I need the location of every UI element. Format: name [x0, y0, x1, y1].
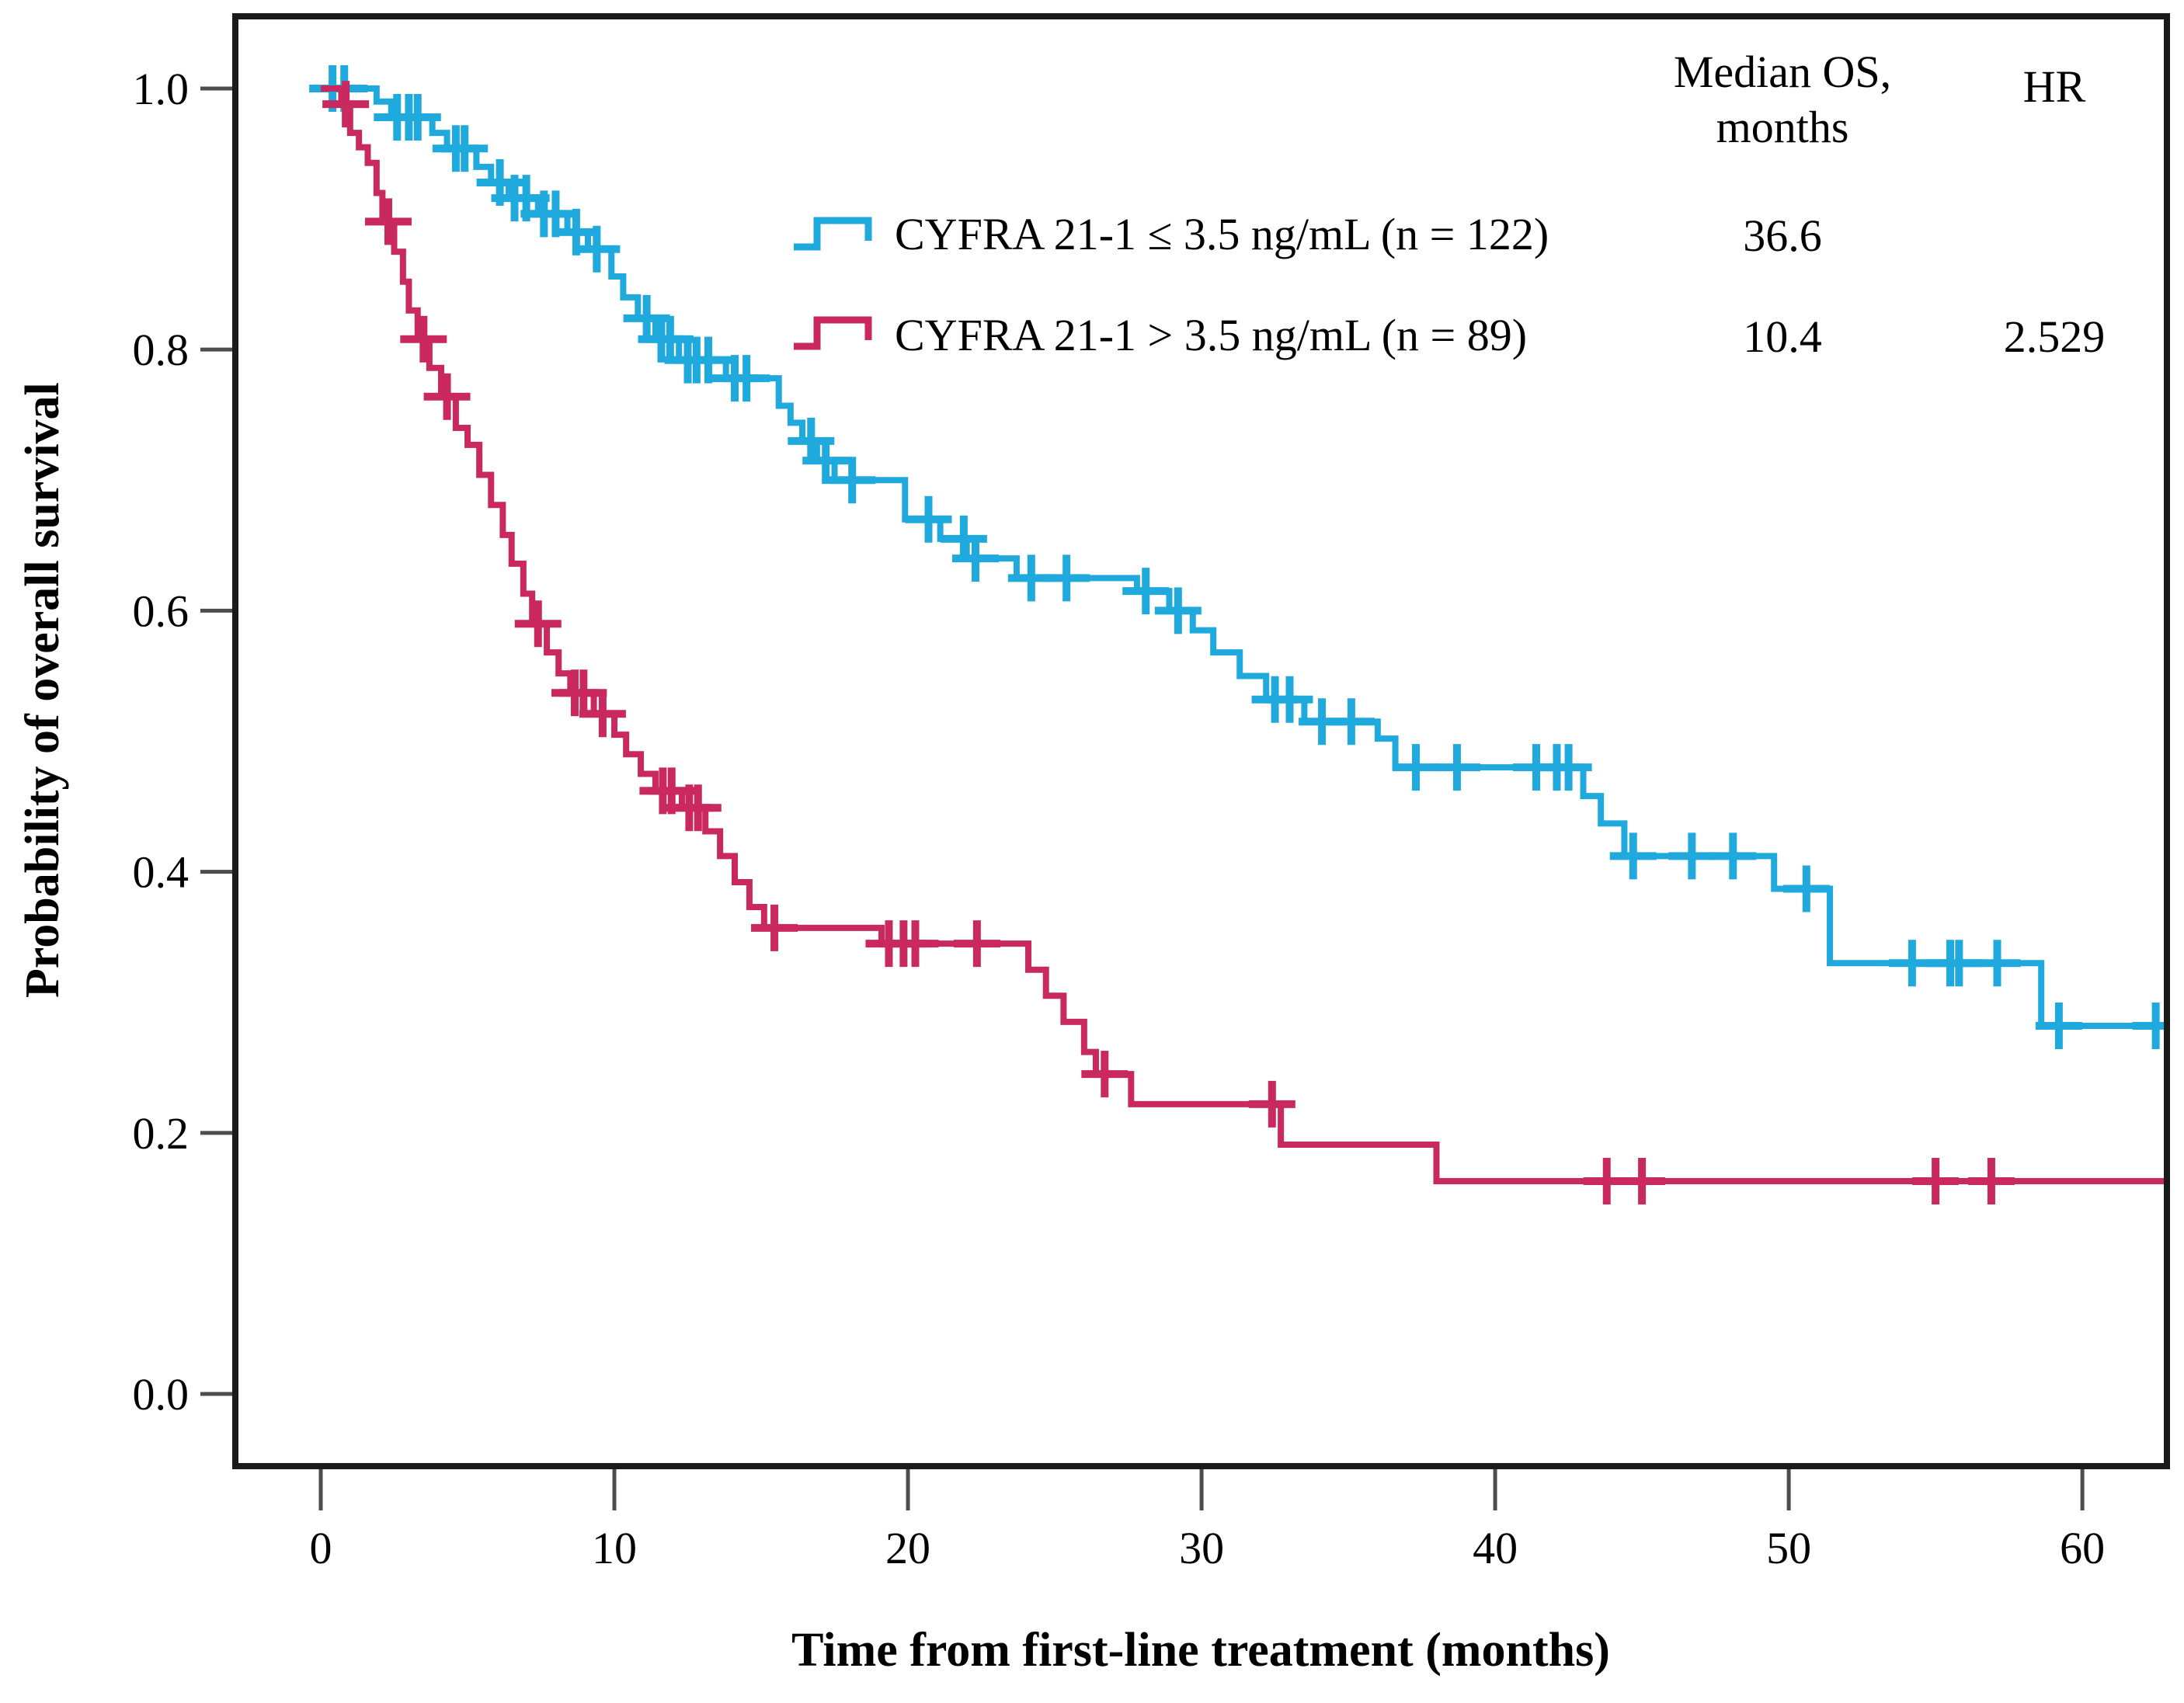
- y-tick-label: 0.0: [133, 1369, 190, 1420]
- legend-header-median-os-line1: Median OS,: [1673, 47, 1892, 97]
- y-tick-label: 0.4: [133, 847, 190, 898]
- y-tick-label: 0.2: [133, 1108, 190, 1159]
- y-tick-label: 1.0: [133, 64, 190, 114]
- legend-swatch-cyfra-high-icon: [794, 316, 872, 350]
- km-curve-cyfra-low: [309, 64, 2167, 1049]
- x-tick-label: 50: [1766, 1523, 1811, 1573]
- x-tick-label: 60: [2060, 1523, 2105, 1573]
- legend-median-cyfra-high: 10.4: [1743, 311, 1822, 362]
- x-tick-label: 20: [885, 1523, 930, 1573]
- y-axis-title: Probability of overall survival: [16, 382, 69, 998]
- km-curve-cyfra-high: [321, 81, 2167, 1205]
- km-step-path: [321, 85, 2167, 1185]
- x-tick-label: 40: [1473, 1523, 1518, 1573]
- legend-header-median-os-line2: months: [1716, 101, 1849, 152]
- x-tick-label: 0: [310, 1523, 332, 1573]
- x-tick-label: 10: [592, 1523, 637, 1573]
- y-tick-label: 0.8: [133, 325, 190, 375]
- legend-label-cyfra-high: CYFRA 21-1 > 3.5 ng/mL (n = 89): [895, 310, 1528, 360]
- legend-hr-cyfra-high: 2.529: [2003, 311, 2106, 362]
- y-tick-label: 0.6: [133, 586, 190, 636]
- x-axis-title: Time from first-line treatment (months): [791, 1624, 1610, 1677]
- legend-label-cyfra-low: CYFRA 21-1 ≤ 3.5 ng/mL (n = 122): [895, 209, 1549, 259]
- legend-median-cyfra-low: 36.6: [1743, 210, 1822, 261]
- axis-ticks: 0 10 20 30 40 50 60 1.0 0.8 0.6 0.4 0.2 0.0: [133, 64, 2106, 1573]
- x-tick-label: 30: [1179, 1523, 1224, 1573]
- legend-header-median-os: Median OS, months: [1647, 45, 1918, 155]
- plot-frame: [232, 13, 2170, 1469]
- legend-swatch-cyfra-low-icon: [794, 217, 872, 251]
- legend-header-hr: HR: [2022, 61, 2086, 112]
